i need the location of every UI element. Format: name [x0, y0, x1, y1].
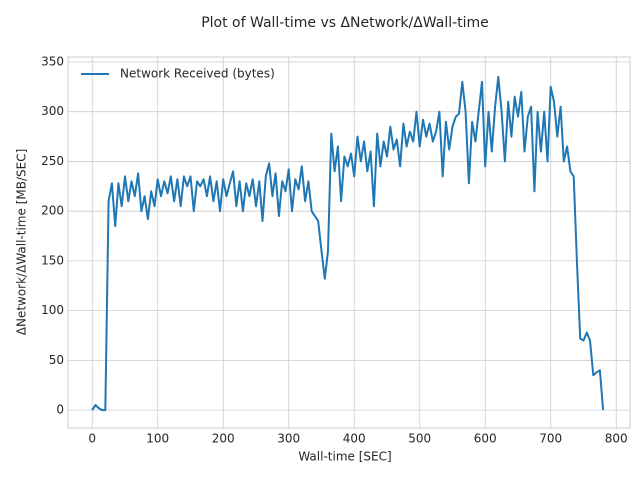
x-tick-label: 0 — [88, 432, 96, 446]
x-axis-label: Wall-time [SEC] — [298, 450, 391, 464]
y-tick-label: 300 — [41, 104, 64, 118]
y-tick-label: 250 — [41, 154, 64, 168]
data-line — [91, 75, 605, 412]
x-tick-label: 400 — [343, 432, 366, 446]
x-tick-label: 800 — [605, 432, 628, 446]
y-tick-label: 100 — [41, 303, 64, 317]
y-axis-label: ΔNetwork/ΔWall-time [MB/SEC] — [15, 149, 29, 336]
chart-title: Plot of Wall-time vs ΔNetwork/ΔWall-time — [201, 15, 489, 31]
x-tick-label: 700 — [539, 432, 562, 446]
y-tick-label: 0 — [56, 403, 64, 417]
x-tick-label: 200 — [212, 432, 235, 446]
x-tick-label: 100 — [146, 432, 169, 446]
y-tick-label: 50 — [49, 353, 64, 367]
x-tick-label: 600 — [474, 432, 497, 446]
plot-frame — [67, 56, 631, 429]
y-tick-label: 350 — [41, 54, 64, 68]
y-tick-label: 150 — [41, 253, 64, 267]
y-tick-label: 200 — [41, 204, 64, 218]
x-tick-label: 500 — [408, 432, 431, 446]
legend-label: Network Received (bytes) — [120, 67, 275, 81]
x-tick-label: 300 — [277, 432, 300, 446]
